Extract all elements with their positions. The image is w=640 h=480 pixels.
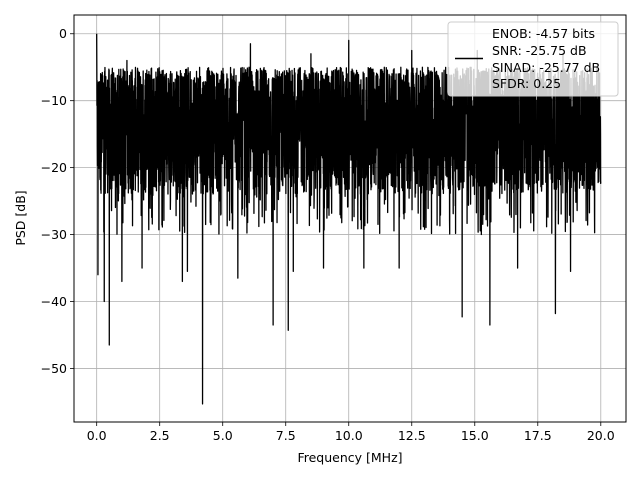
legend: ENOB: -4.57 bits SNR: -25.75 dB SINAD: -… bbox=[447, 21, 619, 97]
y-tick-label: −50 bbox=[41, 361, 67, 376]
x-axis-label: Frequency [MHz] bbox=[297, 450, 402, 465]
x-axis-ticks: 0.0 2.5 5.0 7.5 10.0 12.5 15.0 17.5 20.0 bbox=[87, 422, 615, 443]
legend-box bbox=[447, 21, 619, 97]
y-tick-label: −20 bbox=[41, 160, 67, 175]
legend-entry-sfdr: SFDR: 0.25 bbox=[492, 76, 561, 91]
plot-frame bbox=[73, 14, 627, 423]
x-tick-label: 17.5 bbox=[524, 428, 552, 443]
x-tick-label: 15.0 bbox=[461, 428, 489, 443]
y-axis-ticks: 0 −10 −20 −30 −40 −50 bbox=[41, 26, 74, 376]
x-tick-label: 20.0 bbox=[587, 428, 615, 443]
y-tick-label: −40 bbox=[41, 294, 67, 309]
legend-entry-sinad: SINAD: -25.77 dB bbox=[492, 60, 600, 75]
x-tick-label: 7.5 bbox=[276, 428, 296, 443]
x-tick-label: 10.0 bbox=[335, 428, 363, 443]
psd-series-line bbox=[96, 33, 602, 405]
x-tick-label: 5.0 bbox=[213, 428, 233, 443]
y-axis-label: PSD [dB] bbox=[13, 190, 28, 245]
y-tick-label: −10 bbox=[41, 93, 67, 108]
x-tick-label: 12.5 bbox=[398, 428, 426, 443]
x-tick-label: 0.0 bbox=[87, 428, 107, 443]
x-tick-label: 2.5 bbox=[150, 428, 170, 443]
legend-entry-snr: SNR: -25.75 dB bbox=[492, 43, 587, 58]
series-layer bbox=[96, 33, 602, 405]
legend-entry-enob: ENOB: -4.57 bits bbox=[492, 26, 595, 41]
y-tick-label: 0 bbox=[59, 26, 67, 41]
y-tick-label: −30 bbox=[41, 227, 67, 242]
